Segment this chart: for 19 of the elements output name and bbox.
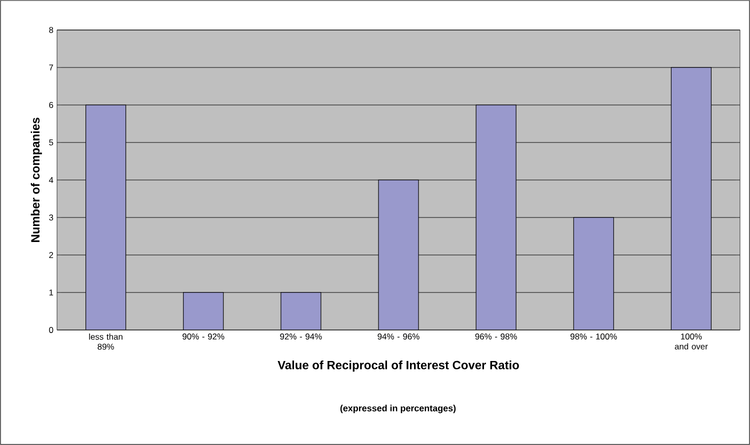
x-tick-label: 94% - 96%	[378, 334, 420, 340]
y-tick-label: 3	[49, 214, 54, 220]
y-tick-label: 5	[49, 140, 54, 146]
y-tick-label: 8	[49, 26, 54, 33]
x-axis-title: Value of Reciprocal of Interest Cover Ratio	[278, 360, 519, 372]
x-tick-label: 90% - 92%	[182, 334, 224, 340]
y-axis-title: Number of companies	[30, 118, 42, 242]
text: (expressed in percentages)	[340, 404, 456, 414]
x-tick-label: 100% and over	[674, 334, 708, 350]
y-tick-label: 6	[49, 102, 54, 108]
x-tick-label: 96% - 98%	[475, 334, 517, 340]
y-tick-label: 4	[48, 177, 54, 183]
x-tick-label: less than 89%	[89, 334, 122, 350]
x-tick-label: 98% - 100%	[570, 334, 617, 340]
y-tick-label: 1	[49, 290, 54, 296]
y-tick-label: 2	[49, 252, 54, 258]
x-tick-label: 92% - 94%	[280, 334, 322, 340]
y-tick-label: 7	[49, 64, 54, 70]
y-tick-label: 0	[49, 326, 54, 333]
